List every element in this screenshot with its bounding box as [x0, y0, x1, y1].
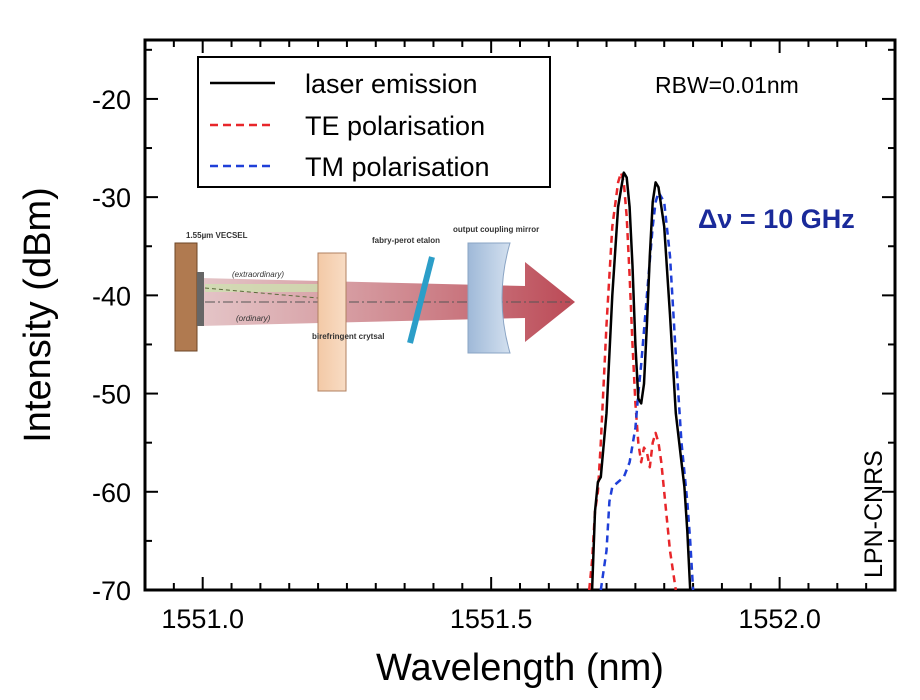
y-tick-label: -60	[92, 478, 131, 508]
legend-label-laser: laser emission	[305, 69, 478, 99]
y-tick-label: -70	[92, 576, 131, 606]
y-tick-label: -20	[92, 85, 131, 115]
x-tick-label: 1552.0	[738, 604, 821, 634]
inset-label-ordinary: (ordinary)	[236, 314, 271, 323]
rbw-annotation: RBW=0.01nm	[655, 72, 799, 98]
inset-label-crystal: birefringent crytsal	[312, 332, 384, 341]
y-tick-label: -30	[92, 183, 131, 213]
y-tick-label: -40	[92, 281, 131, 311]
lpn-cnrs-watermark: LPN-CNRS	[860, 450, 888, 578]
x-axis-title: Wavelength (nm)	[376, 647, 664, 689]
inset-label-etalon: fabry-perot etalon	[372, 236, 440, 245]
series-te-polarisation	[589, 173, 676, 590]
series-layer	[589, 173, 693, 590]
legend-label-te: TE polarisation	[305, 111, 485, 141]
delta-nu-annotation: Δν = 10 GHz	[698, 204, 855, 234]
y-tick-label: -50	[92, 380, 131, 410]
legend: laser emission TE polarisation TM polari…	[198, 57, 550, 187]
vecsel-chip	[175, 243, 197, 351]
inset-label-vecsel: 1.55µm VECSEL	[186, 231, 248, 240]
inset-label-extraordinary: (extraordinary)	[232, 270, 284, 279]
y-axis-title: Intensity (dBm)	[17, 187, 59, 443]
legend-label-tm: TM polarisation	[305, 152, 490, 182]
x-tick-label: 1551.5	[450, 604, 533, 634]
cavity-inset-diagram: 1.55µm VECSEL (extraordinary) (ordinary)…	[175, 225, 575, 391]
vecsel-gain	[197, 272, 204, 326]
birefringent-crystal	[318, 253, 346, 391]
x-tick-label: 1551.0	[161, 604, 244, 634]
inset-label-mirror: output coupling mirror	[453, 225, 539, 234]
